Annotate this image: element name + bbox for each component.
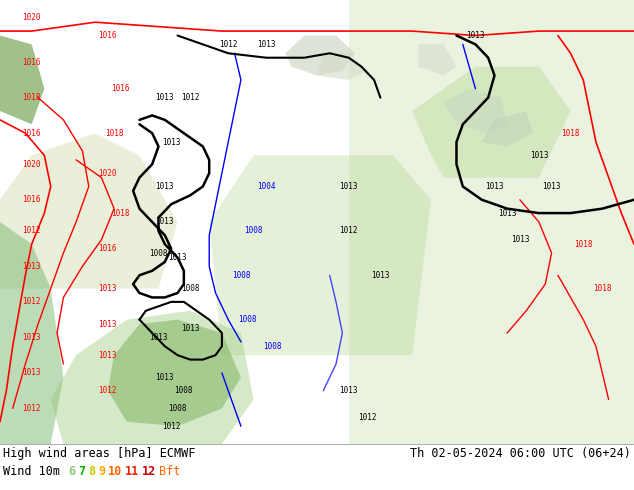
Text: 1012: 1012 bbox=[162, 422, 181, 431]
Text: 1008: 1008 bbox=[238, 315, 257, 324]
Text: 1012: 1012 bbox=[22, 297, 41, 306]
Text: High wind areas [hPa] ECMWF: High wind areas [hPa] ECMWF bbox=[3, 447, 195, 460]
Text: 1018: 1018 bbox=[105, 129, 124, 138]
Text: 1016: 1016 bbox=[22, 129, 41, 138]
Text: 1013: 1013 bbox=[155, 93, 174, 102]
Text: 8: 8 bbox=[88, 465, 95, 478]
Polygon shape bbox=[317, 53, 368, 80]
Text: 1016: 1016 bbox=[98, 244, 117, 253]
Text: 1008: 1008 bbox=[181, 284, 200, 293]
Text: 10: 10 bbox=[108, 465, 122, 478]
Text: 1013: 1013 bbox=[339, 386, 358, 395]
Text: 11: 11 bbox=[125, 465, 139, 478]
Text: 1013: 1013 bbox=[510, 235, 529, 244]
Text: 1016: 1016 bbox=[111, 84, 130, 93]
Text: 1020: 1020 bbox=[98, 169, 117, 178]
Text: Wind 10m: Wind 10m bbox=[3, 465, 60, 478]
Text: 1012: 1012 bbox=[22, 226, 41, 235]
Text: 1013: 1013 bbox=[155, 373, 174, 382]
Text: 1004: 1004 bbox=[257, 182, 276, 191]
Polygon shape bbox=[51, 311, 254, 444]
Text: 1013: 1013 bbox=[98, 351, 117, 360]
Text: Bft: Bft bbox=[159, 465, 181, 478]
Polygon shape bbox=[444, 89, 507, 133]
Text: 1013: 1013 bbox=[498, 209, 517, 218]
Text: 1016: 1016 bbox=[22, 196, 41, 204]
Text: 1013: 1013 bbox=[168, 253, 187, 262]
Polygon shape bbox=[285, 35, 355, 75]
Text: 1013: 1013 bbox=[149, 333, 168, 342]
Text: 1013: 1013 bbox=[22, 333, 41, 342]
Polygon shape bbox=[418, 45, 456, 75]
Text: 1013: 1013 bbox=[529, 151, 548, 160]
Text: 1013: 1013 bbox=[485, 182, 504, 191]
Text: 9: 9 bbox=[98, 465, 105, 478]
Text: 1013: 1013 bbox=[98, 284, 117, 293]
Text: 1013: 1013 bbox=[22, 368, 41, 377]
Text: 1013: 1013 bbox=[162, 138, 181, 147]
Polygon shape bbox=[412, 67, 571, 177]
Text: 1018: 1018 bbox=[561, 129, 580, 138]
Text: 1012: 1012 bbox=[181, 93, 200, 102]
Text: 1012: 1012 bbox=[98, 386, 117, 395]
Text: 7: 7 bbox=[78, 465, 85, 478]
Text: 1013: 1013 bbox=[542, 182, 561, 191]
Text: 1012: 1012 bbox=[358, 413, 377, 422]
Text: 1013: 1013 bbox=[371, 271, 390, 280]
Text: 1008: 1008 bbox=[174, 386, 193, 395]
Text: 1008: 1008 bbox=[244, 226, 263, 235]
Text: 1013: 1013 bbox=[155, 182, 174, 191]
Polygon shape bbox=[349, 0, 634, 444]
Text: 1018: 1018 bbox=[22, 93, 41, 102]
Text: 1012: 1012 bbox=[22, 404, 41, 413]
Text: 1018: 1018 bbox=[593, 284, 612, 293]
Text: 6: 6 bbox=[68, 465, 75, 478]
Text: 1013: 1013 bbox=[155, 218, 174, 226]
Polygon shape bbox=[482, 111, 533, 147]
Text: Th 02-05-2024 06:00 UTC (06+24): Th 02-05-2024 06:00 UTC (06+24) bbox=[410, 447, 631, 460]
Text: 1018: 1018 bbox=[574, 240, 593, 248]
Polygon shape bbox=[0, 133, 178, 289]
Text: 1016: 1016 bbox=[98, 31, 117, 40]
Text: 1020: 1020 bbox=[22, 13, 41, 22]
Polygon shape bbox=[209, 155, 431, 355]
Text: 1020: 1020 bbox=[22, 160, 41, 169]
Text: 1012: 1012 bbox=[339, 226, 358, 235]
Polygon shape bbox=[0, 222, 63, 444]
Text: 1013: 1013 bbox=[339, 182, 358, 191]
Polygon shape bbox=[0, 35, 44, 124]
Text: 1012: 1012 bbox=[219, 40, 238, 49]
Text: 1016: 1016 bbox=[22, 58, 41, 67]
Text: 1018: 1018 bbox=[111, 209, 130, 218]
Text: 1013: 1013 bbox=[181, 324, 200, 333]
Text: 1013: 1013 bbox=[22, 262, 41, 271]
Text: 1013: 1013 bbox=[257, 40, 276, 49]
Polygon shape bbox=[108, 319, 241, 426]
Text: 12: 12 bbox=[142, 465, 156, 478]
Text: 1013: 1013 bbox=[98, 319, 117, 329]
Text: 1008: 1008 bbox=[149, 248, 168, 258]
Text: 1008: 1008 bbox=[168, 404, 187, 413]
Text: 1008: 1008 bbox=[263, 342, 282, 351]
Text: 1008: 1008 bbox=[231, 271, 250, 280]
Text: 1013: 1013 bbox=[466, 31, 485, 40]
